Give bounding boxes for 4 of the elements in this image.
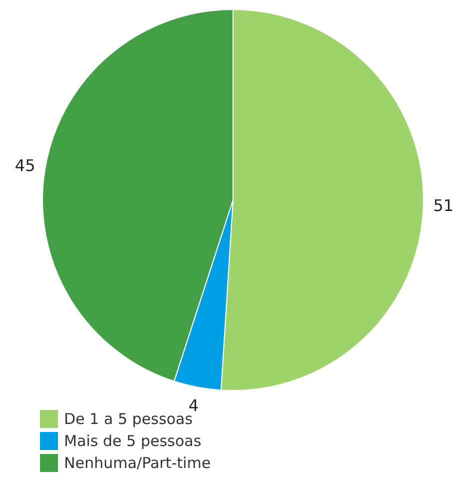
- legend-label: Nenhuma/Part-time: [64, 454, 211, 472]
- legend-label: Mais de 5 pessoas: [64, 432, 202, 450]
- data-label: 51: [433, 196, 454, 215]
- data-label: 45: [14, 156, 36, 176]
